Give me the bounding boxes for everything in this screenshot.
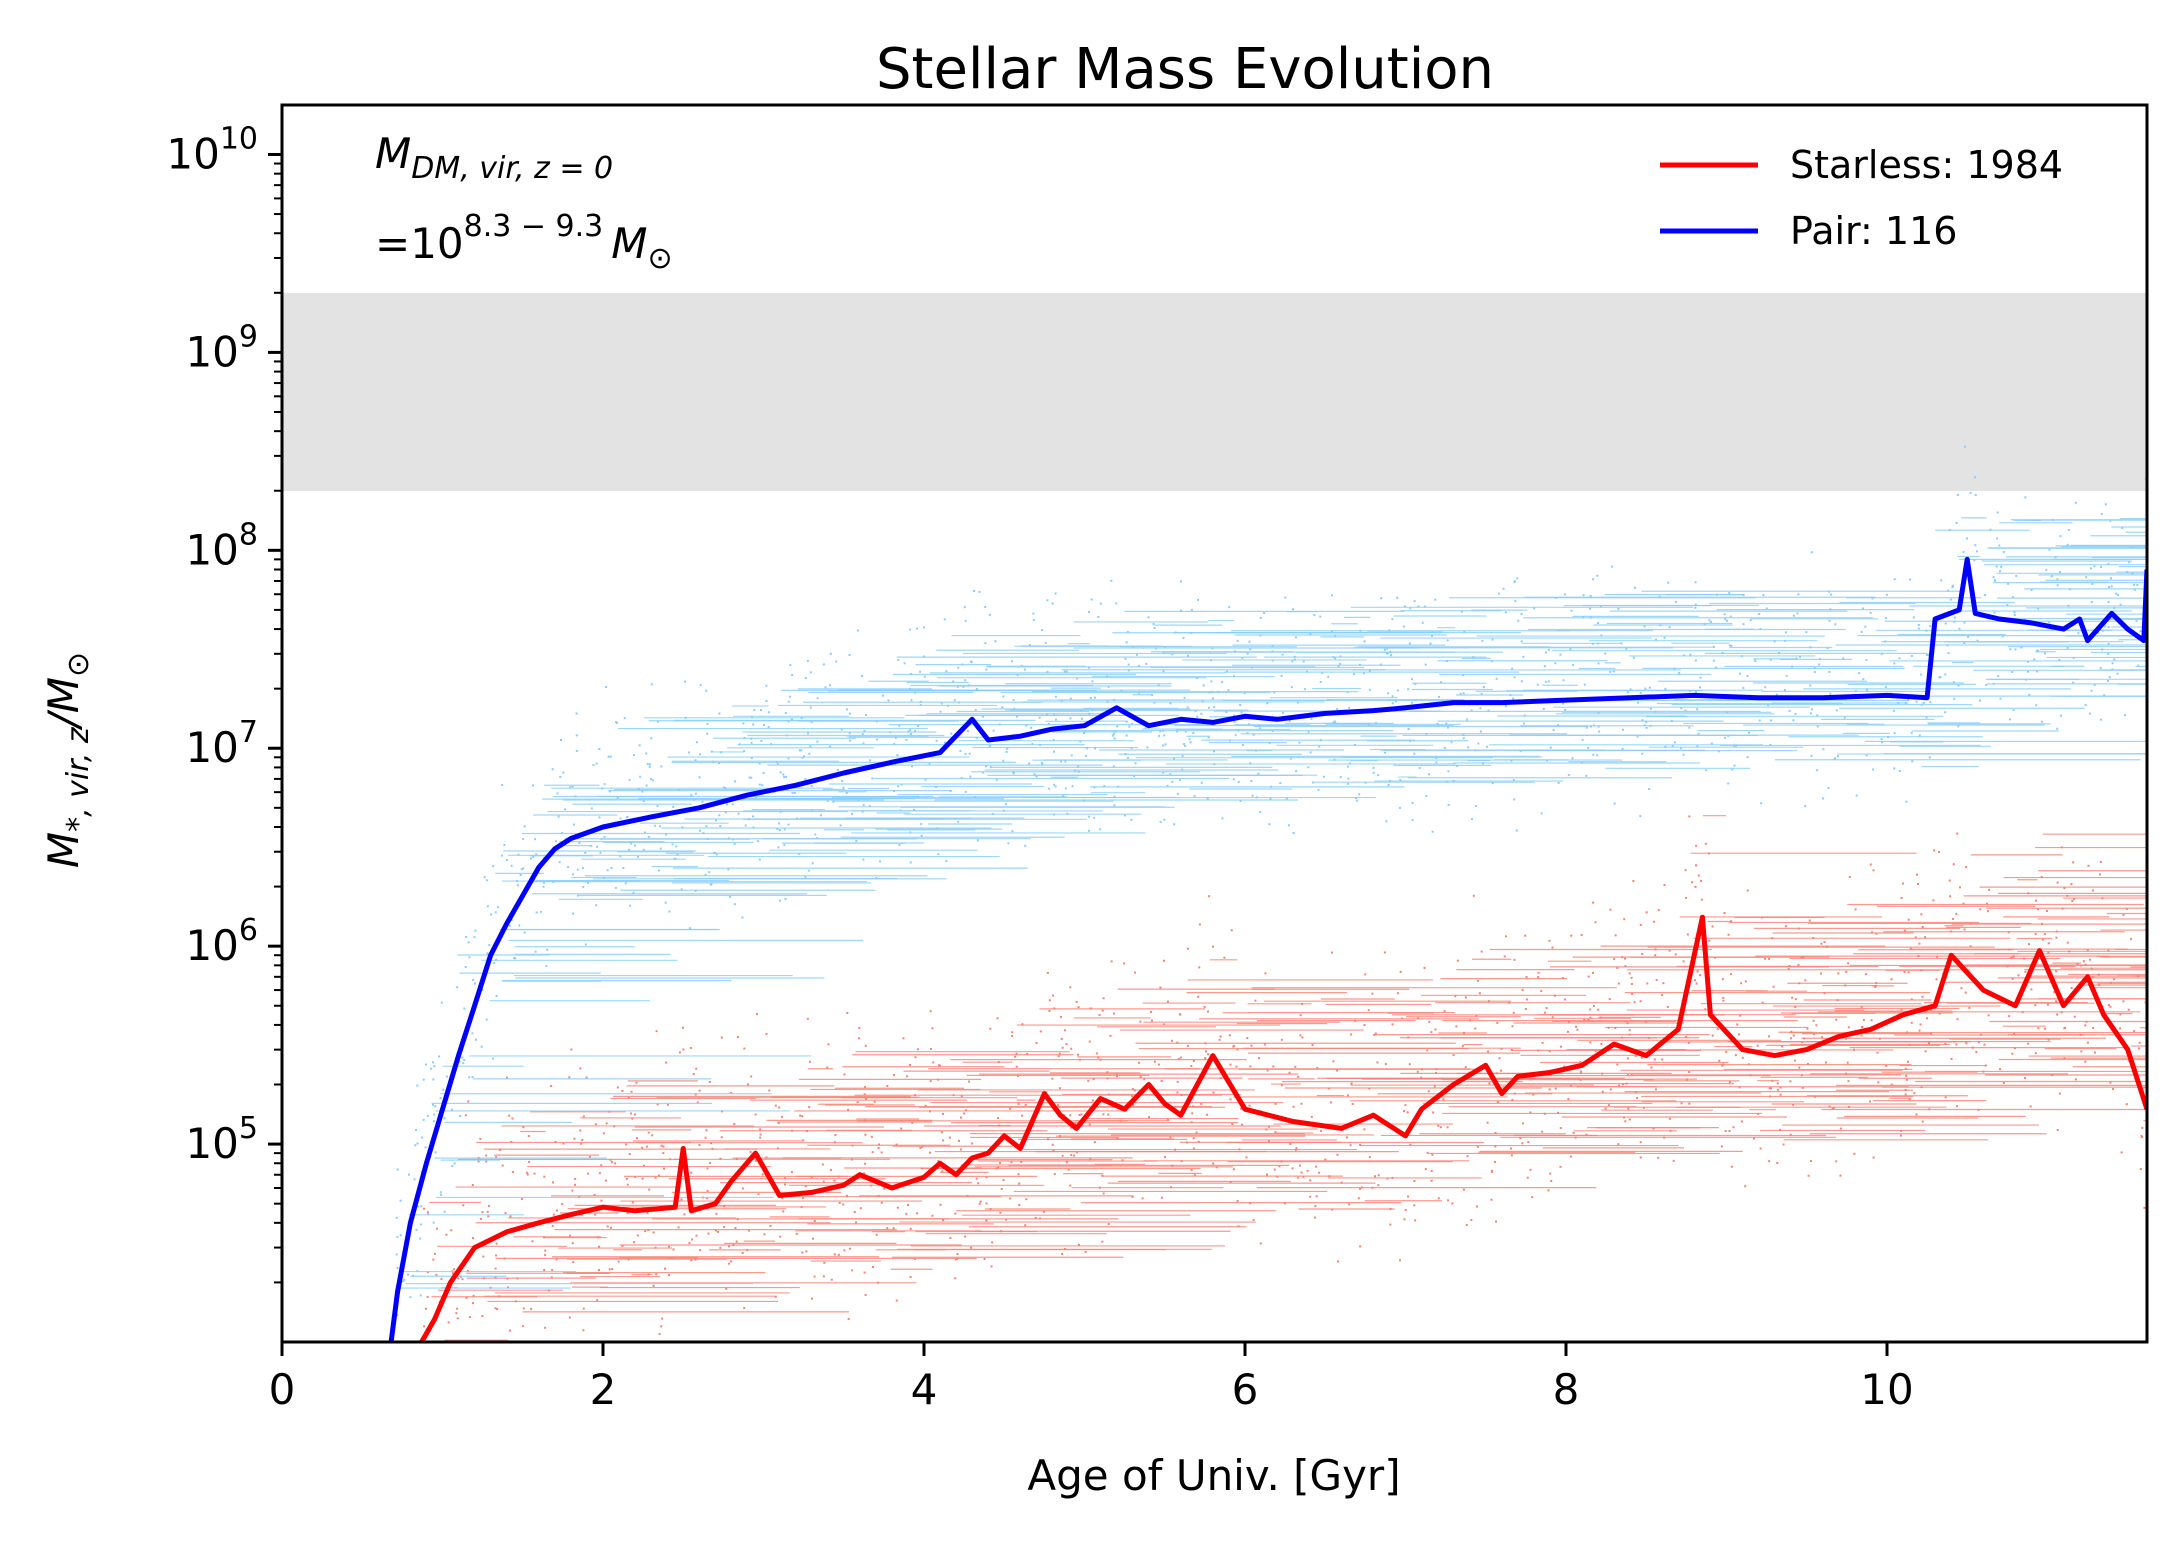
y-tick-label: 105	[185, 1111, 258, 1168]
y-tick-label: 107	[185, 715, 258, 772]
legend: Starless: 1984 Pair: 116	[1660, 143, 2063, 253]
x-tick-label: 2	[590, 1365, 617, 1414]
y-tick-label: 1010	[166, 121, 258, 178]
y-tick-label: 108	[185, 517, 258, 574]
legend-label: Pair: 116	[1790, 209, 1957, 253]
x-tick-label: 8	[1553, 1365, 1580, 1414]
line-layer	[388, 556, 2147, 1342]
series-line-0	[419, 914, 2147, 1342]
y-axis: 105 106 107 108 109 1010	[166, 121, 282, 1284]
x-axis-label: Age of Univ. [Gyr]	[1027, 1451, 1400, 1500]
y-tick-label: 106	[185, 913, 258, 970]
y-tick-label: 109	[185, 319, 258, 376]
x-tick-label: 6	[1232, 1365, 1259, 1414]
plot-area	[282, 293, 2147, 1342]
scatter-cloud-0	[423, 815, 2147, 1342]
legend-label: Starless: 1984	[1790, 143, 2063, 187]
series-line-1	[388, 556, 2147, 1342]
scatter-cloud-1	[395, 445, 2147, 1317]
axes-frame	[280, 103, 2149, 1344]
x-tick-label: 0	[269, 1365, 296, 1414]
x-tick-label: 10	[1860, 1365, 1913, 1414]
shaded-band	[282, 293, 2147, 491]
x-tick-label: 4	[911, 1365, 938, 1414]
scatter-layer	[395, 445, 2147, 1342]
chart-title: Stellar Mass Evolution	[876, 37, 1494, 102]
annotation-line-2: =108.3 − 9.3 M⊙	[375, 209, 673, 276]
x-axis: 0 2 4 6 8 10	[269, 1342, 1914, 1414]
y-axis-label: M*, vir, z/M⊙	[39, 652, 96, 868]
annotation-line-1: MDM, vir, z = 0	[375, 129, 613, 186]
